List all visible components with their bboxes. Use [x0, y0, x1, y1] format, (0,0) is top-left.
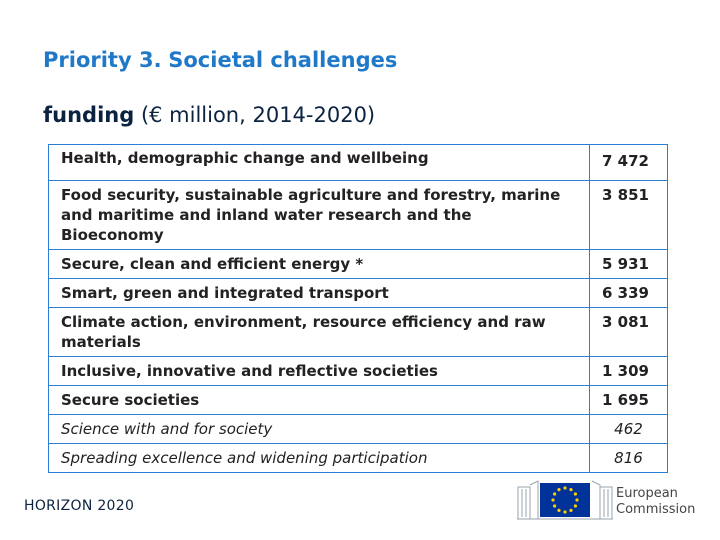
row-value: 462 [589, 414, 668, 444]
row-value: 1 309 [589, 356, 668, 386]
row-value: 7 472 [589, 144, 668, 181]
table-row: Health, demographic change and wellbeing… [48, 144, 668, 181]
table-row: Secure societies 1 695 [48, 385, 668, 415]
page-subtitle: funding (€ million, 2014-2020) [43, 103, 375, 127]
row-name: Food security, sustainable agriculture a… [48, 180, 590, 250]
page-title: Priority 3. Societal challenges [43, 48, 397, 72]
row-value: 3 081 [589, 307, 668, 357]
table-row: Climate action, environment, resource ef… [48, 307, 668, 357]
table-row: Secure, clean and efficient energy * 5 9… [48, 249, 668, 279]
table-row: Food security, sustainable agriculture a… [48, 180, 668, 250]
european-commission-text: European Commission [616, 486, 695, 518]
row-name: Health, demographic change and wellbeing [48, 144, 590, 181]
subtitle-rest: (€ million, 2014-2020) [140, 103, 376, 127]
row-value: 1 695 [589, 385, 668, 415]
table-row: Smart, green and integrated transport 6 … [48, 278, 668, 308]
subtitle-bold: funding [43, 103, 135, 127]
row-name: Secure, clean and efficient energy * [48, 249, 590, 279]
row-name: Science with and for society [48, 414, 590, 444]
row-name: Climate action, environment, resource ef… [48, 307, 590, 357]
european-commission-logo [517, 480, 613, 520]
row-name: Smart, green and integrated transport [48, 278, 590, 308]
building-icon [517, 480, 613, 520]
row-value: 5 931 [589, 249, 668, 279]
row-name: Secure societies [48, 385, 590, 415]
logo-line-2: Commission [616, 502, 696, 517]
title-prefix: Priority 3. [43, 48, 162, 72]
table-row: Spreading excellence and widening partic… [48, 443, 668, 473]
logo-line-1: European [616, 486, 678, 501]
table-row: Science with and for society 462 [48, 414, 668, 444]
funding-table: Health, demographic change and wellbeing… [48, 144, 668, 473]
row-name: Inclusive, innovative and reflective soc… [48, 356, 590, 386]
row-value: 816 [589, 443, 668, 473]
table-row: Inclusive, innovative and reflective soc… [48, 356, 668, 386]
horizon-2020-logo: HORIZON 2020 [24, 498, 135, 514]
eu-stars [551, 486, 579, 514]
row-name: Spreading excellence and widening partic… [48, 443, 590, 473]
row-value: 3 851 [589, 180, 668, 250]
row-value: 6 339 [589, 278, 668, 308]
title-main: Societal challenges [168, 48, 398, 72]
